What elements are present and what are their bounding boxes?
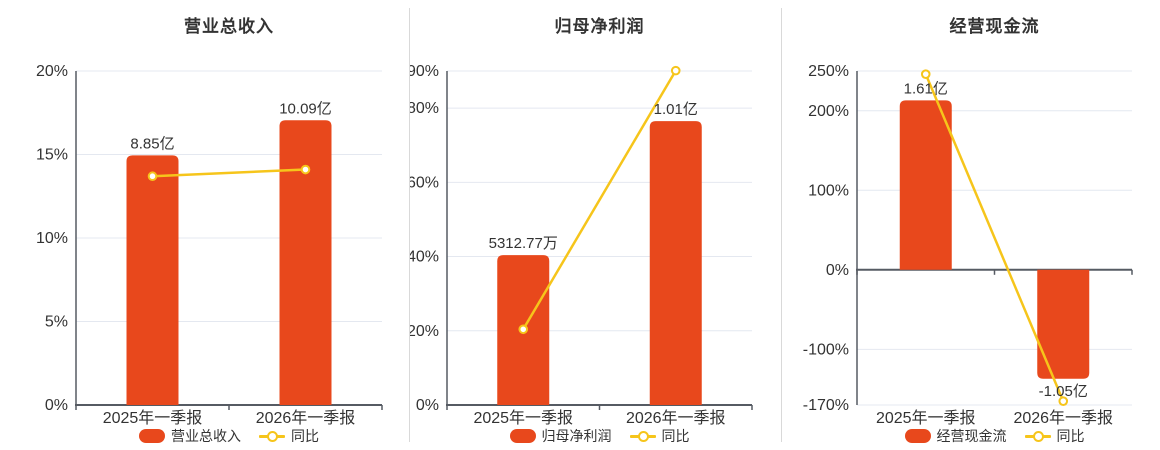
x-axis-category-label: 2026年一季报 <box>626 409 726 427</box>
y-axis-tick-label: 20% <box>410 323 439 340</box>
bar-legend-icon <box>904 429 931 443</box>
bar-legend-icon <box>509 429 536 443</box>
bar-value-label: 8.85亿 <box>130 135 174 152</box>
y-axis-tick-label: 20% <box>36 63 68 80</box>
chart-title: 归母净利润 <box>554 17 645 36</box>
y-axis-tick-label: -100% <box>803 341 849 358</box>
x-axis-category-label: 2025年一季报 <box>876 409 976 427</box>
y-axis-tick-label: -170% <box>803 397 849 414</box>
y-axis-tick-label: 0% <box>45 397 68 414</box>
x-axis-category-label: 2026年一季报 <box>256 409 356 427</box>
yoy-point[interactable] <box>670 65 681 76</box>
bar[interactable] <box>279 120 332 405</box>
chart-legend: 经营现金流 同比 <box>855 426 1135 446</box>
panel-divider <box>781 8 782 442</box>
y-axis-tick-label: 5% <box>45 314 68 331</box>
x-axis-category-label: 2025年一季报 <box>473 409 573 427</box>
chart-legend: 归母净利润 同比 <box>460 426 740 446</box>
y-axis-tick-label: 250% <box>808 63 849 80</box>
yoy-line <box>924 73 1065 402</box>
x-axis-category-label: 2026年一季报 <box>1013 409 1113 427</box>
y-axis-tick-label: 15% <box>36 147 68 164</box>
yoy-point[interactable] <box>147 171 158 182</box>
legend-label: 同比 <box>661 428 690 444</box>
legend-label: 归母净利润 <box>541 428 612 444</box>
y-axis-tick-label: 200% <box>808 103 849 120</box>
x-axis-category-label: 2025年一季报 <box>103 409 203 427</box>
yoy-point[interactable] <box>1058 396 1069 406</box>
line-legend-icon <box>259 429 285 443</box>
yoy-point[interactable] <box>518 324 529 335</box>
panel-divider <box>409 8 410 442</box>
yoy-point[interactable] <box>920 69 931 79</box>
legend-item-line[interactable]: 同比 <box>1024 426 1085 446</box>
cash-flow-chart-plot: 250% 200% 100% 0% -100% -170% 1.61亿 -1.05亿 2025年… <box>803 63 1133 427</box>
chart-title: 经营现金流 <box>949 17 1040 36</box>
y-axis-tick-label: 0% <box>826 262 849 279</box>
line-legend-icon <box>1024 429 1051 443</box>
chart-title: 营业总收入 <box>184 17 274 36</box>
y-axis-tick-label: 40% <box>410 249 439 266</box>
y-axis-tick-label: 100% <box>808 182 849 199</box>
panel-net-profit: 归母净利润 90% 80% 60% 40% 20% 0% 5312.77万 1.01亿 2025… <box>410 0 781 450</box>
y-axis-tick-label: 60% <box>410 174 439 191</box>
legend-item-line[interactable]: 同比 <box>259 426 319 446</box>
bar-value-label: 1.61亿 <box>904 80 948 97</box>
chart-legend: 营业总收入 同比 <box>89 426 369 446</box>
bar-legend-icon <box>139 429 165 443</box>
bar-value-label: -1.05亿 <box>1039 383 1088 400</box>
legend-label: 经营现金流 <box>936 428 1007 444</box>
yoy-line <box>522 69 677 330</box>
revenue-chart-plot: 20% 15% 10% 5% 0% 8.85亿 10.09亿 2025年一季报 2026年一季报 <box>36 63 383 427</box>
bar-value-label: 5312.77万 <box>489 235 558 252</box>
bar[interactable] <box>126 155 179 405</box>
bar-value-label: 1.01亿 <box>654 101 698 118</box>
yoy-point[interactable] <box>300 164 311 175</box>
legend-item-bar[interactable]: 营业总收入 <box>139 426 241 446</box>
bar[interactable] <box>649 121 702 405</box>
panel-cash-flow: 经营现金流 250% 200% 100% 0% -100% -170% 1.61亿 -1.05… <box>782 0 1160 450</box>
yoy-line <box>152 168 306 178</box>
y-axis-tick-label: 80% <box>410 100 439 117</box>
y-axis-tick-label: 10% <box>36 230 68 247</box>
bar[interactable] <box>1037 269 1090 379</box>
legend-item-bar[interactable]: 经营现金流 <box>904 426 1007 446</box>
net-profit-chart-plot: 90% 80% 60% 40% 20% 0% 5312.77万 1.01亿 2025年一季报 20… <box>410 63 753 427</box>
y-axis-tick-label: 0% <box>416 397 439 414</box>
legend-item-bar[interactable]: 归母净利润 <box>509 426 612 446</box>
legend-label: 同比 <box>1056 428 1085 444</box>
line-legend-icon <box>629 429 656 443</box>
legend-item-line[interactable]: 同比 <box>629 426 690 446</box>
bar[interactable] <box>899 100 952 270</box>
legend-label: 同比 <box>291 428 319 444</box>
y-axis-tick-label: 90% <box>410 63 439 80</box>
legend-label: 营业总收入 <box>171 428 241 444</box>
bar-value-label: 10.09亿 <box>279 100 332 117</box>
panel-revenue: 营业总收入 20% 15% 10% 5% 0% 8.85亿 10.09亿 2025年一季报 20… <box>0 0 409 450</box>
